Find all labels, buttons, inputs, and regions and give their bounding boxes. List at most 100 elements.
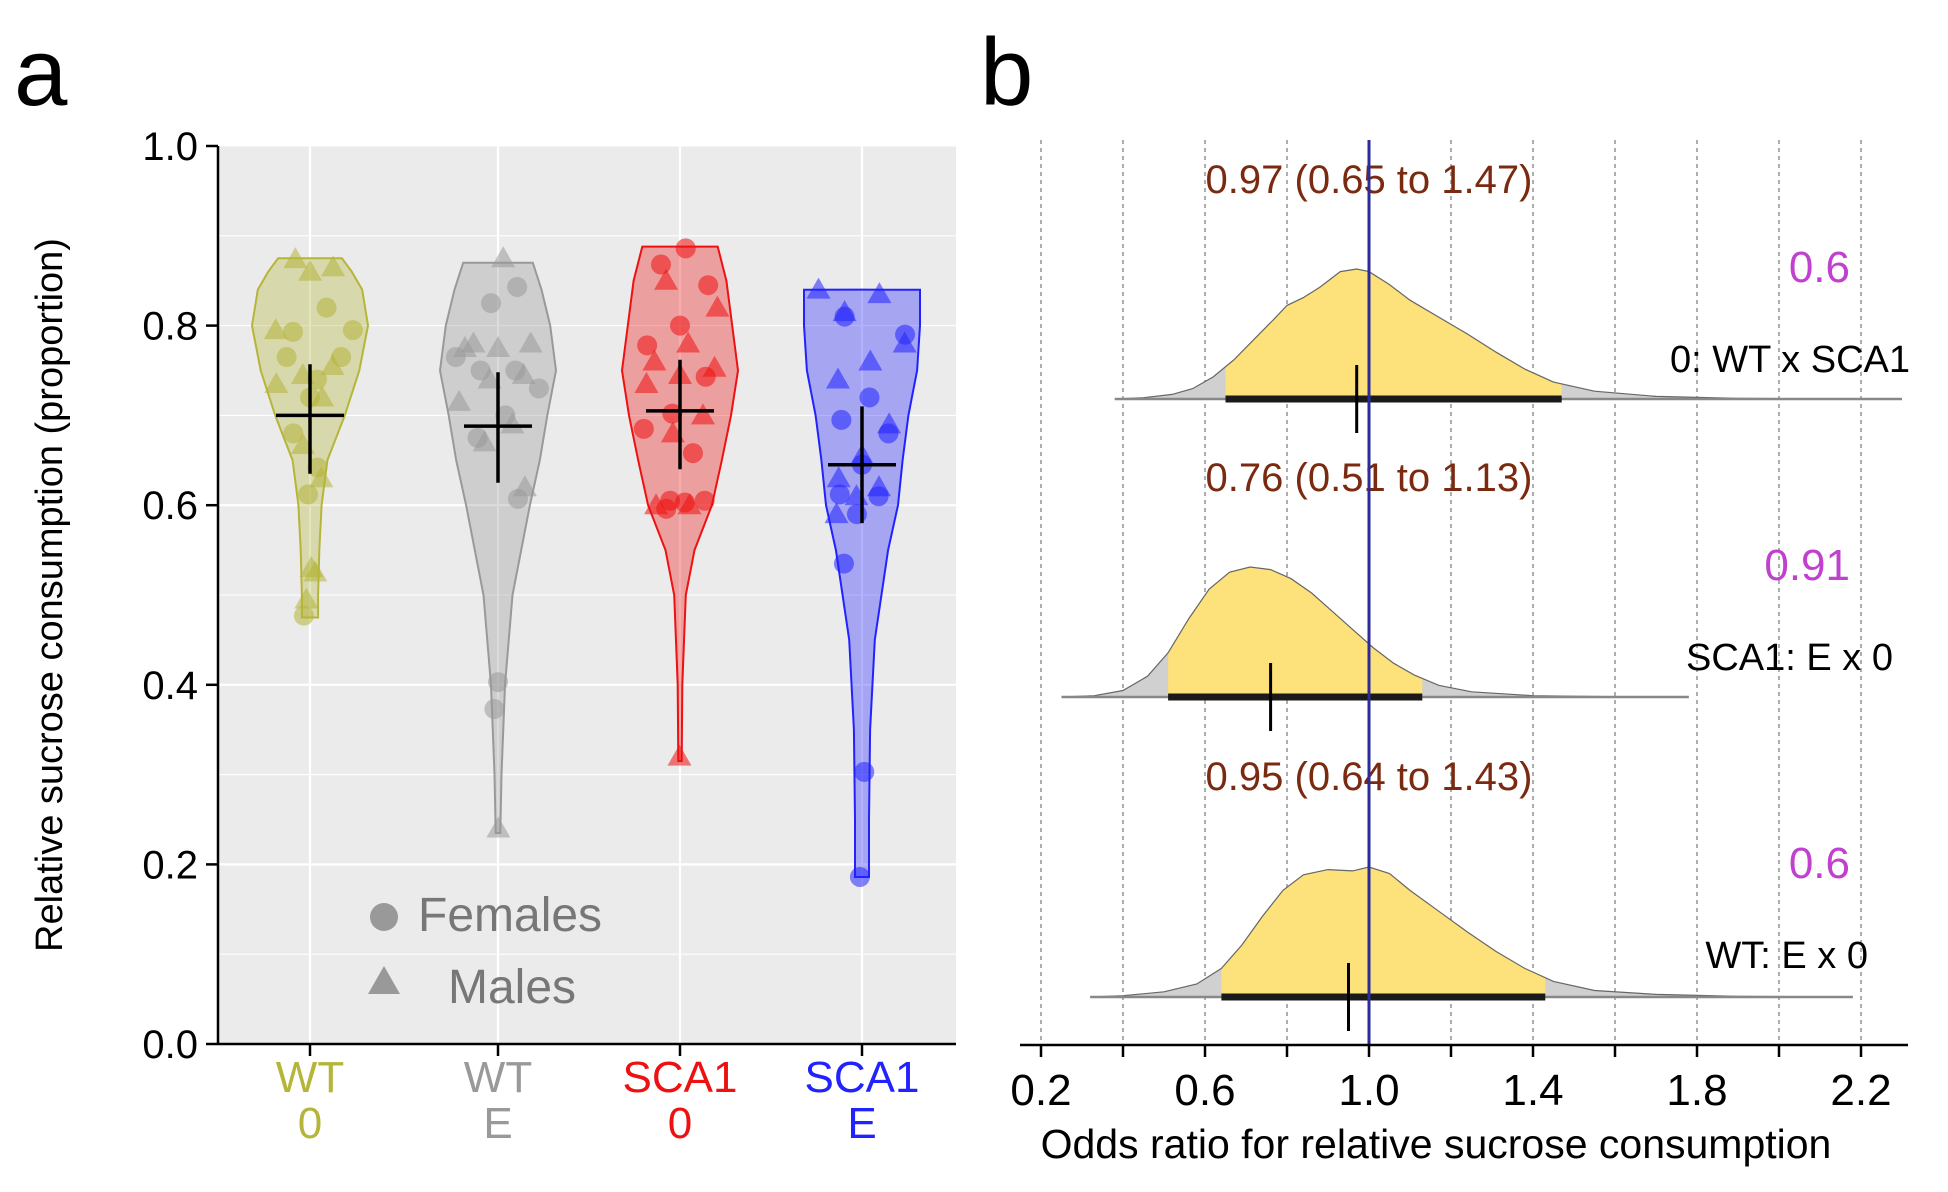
x-tick-label-line1: SCA1 xyxy=(805,1053,920,1102)
male-point xyxy=(512,475,537,497)
x-tick-label-line1: SCA1 xyxy=(623,1053,738,1102)
male-point xyxy=(294,587,319,609)
grid-lines xyxy=(1040,140,1862,1045)
female-point xyxy=(660,490,681,511)
female-point xyxy=(650,254,671,275)
comparison-label: WT: E x 0 xyxy=(1705,935,1868,977)
comparison-label: SCA1: E x 0 xyxy=(1686,637,1893,679)
density-outline xyxy=(1114,268,1903,400)
density-row: 0.95 (0.64 to 1.43)0.6WT: E x 0 xyxy=(1090,755,1868,1031)
x-tick-label: 2.2 xyxy=(1830,1066,1891,1115)
male-point xyxy=(263,318,288,340)
male-point xyxy=(477,367,502,389)
female-point xyxy=(831,409,852,430)
female-point xyxy=(670,315,690,336)
male-point xyxy=(667,744,692,766)
male-point xyxy=(511,362,536,384)
male-point xyxy=(642,349,667,371)
female-point xyxy=(662,403,683,424)
male-point xyxy=(299,556,324,578)
male-point xyxy=(310,385,335,407)
male-point xyxy=(825,367,850,389)
legend-females-label: Females xyxy=(418,889,602,942)
p-value: 0.91 xyxy=(1764,541,1850,590)
x-tick-label-line1: WT xyxy=(276,1053,344,1102)
male-point xyxy=(877,412,902,434)
density-outline xyxy=(1061,566,1689,698)
male-point xyxy=(486,816,511,838)
male-point xyxy=(486,336,510,358)
male-point xyxy=(676,331,701,353)
female-point xyxy=(276,347,297,368)
x-tick-label: 1.4 xyxy=(1502,1066,1563,1115)
mean-markers xyxy=(276,359,896,524)
x-tick-label: 1.8 xyxy=(1666,1066,1727,1115)
male-point xyxy=(705,295,730,317)
male-point xyxy=(447,389,472,411)
male-point xyxy=(690,403,715,425)
female-point xyxy=(507,276,528,297)
male-point xyxy=(832,300,857,322)
density-ci-area xyxy=(1225,269,1562,399)
y-ticks: 0.0 0.2 0.4 0.6 0.8 1.0 xyxy=(142,125,218,1067)
male-point xyxy=(654,268,679,290)
x-tick-label-line2: E xyxy=(483,1099,512,1148)
y-tick-label: 1.0 xyxy=(142,125,198,169)
female-point xyxy=(854,761,875,782)
female-point xyxy=(846,504,867,525)
female-point xyxy=(342,320,363,341)
p-value: 0.6 xyxy=(1789,243,1850,292)
density-ci-area xyxy=(1221,867,1546,997)
female-point xyxy=(282,321,303,342)
male-point xyxy=(806,277,831,299)
x-axis-label: Odds ratio for relative sucrose consumpt… xyxy=(1041,1121,1832,1167)
p-value: 0.6 xyxy=(1789,839,1850,888)
female-point xyxy=(484,699,505,720)
male-point xyxy=(867,475,892,497)
female-point xyxy=(637,335,658,356)
male-point xyxy=(298,259,322,281)
female-point xyxy=(849,866,870,887)
y-tick-label: 0.0 xyxy=(142,1023,198,1067)
x-tick-label-line2: 0 xyxy=(668,1099,692,1148)
legend-males-label: Males xyxy=(448,961,576,1014)
male-point xyxy=(634,371,659,393)
x-tick-label-line2: 0 xyxy=(298,1099,322,1148)
female-point xyxy=(293,605,314,626)
male-point xyxy=(500,412,525,434)
y-tick-label: 0.2 xyxy=(142,843,198,887)
female-point xyxy=(633,418,654,439)
female-point xyxy=(298,484,319,505)
female-point xyxy=(675,238,696,259)
male-point xyxy=(461,331,486,353)
male-point xyxy=(702,355,727,377)
panel-label-a: a xyxy=(14,19,68,126)
y-tick-label: 0.8 xyxy=(142,305,198,349)
male-point xyxy=(321,255,346,277)
male-point xyxy=(644,493,669,515)
legend-female-symbol xyxy=(370,903,398,931)
female-point xyxy=(682,443,703,464)
density-ci-area xyxy=(1168,567,1423,697)
y-tick-label: 0.4 xyxy=(142,664,198,708)
legend: Females Males xyxy=(368,889,602,1014)
male-point xyxy=(858,349,883,371)
x-tick-label: 0.2 xyxy=(1010,1066,1071,1115)
x-ticks: 0.2 0.6 1.0 1.4 1.8 2.2 xyxy=(1010,1045,1892,1115)
legend-male-symbol xyxy=(368,966,400,994)
female-point xyxy=(859,387,880,408)
female-point xyxy=(829,484,850,505)
male-point xyxy=(824,502,849,524)
male-point xyxy=(320,354,345,376)
male-point xyxy=(518,331,543,353)
female-point xyxy=(488,672,508,693)
x-tick-label-line2: E xyxy=(847,1099,876,1148)
comparison-label: 0: WT x SCA1 xyxy=(1670,339,1910,381)
female-point xyxy=(283,423,304,444)
